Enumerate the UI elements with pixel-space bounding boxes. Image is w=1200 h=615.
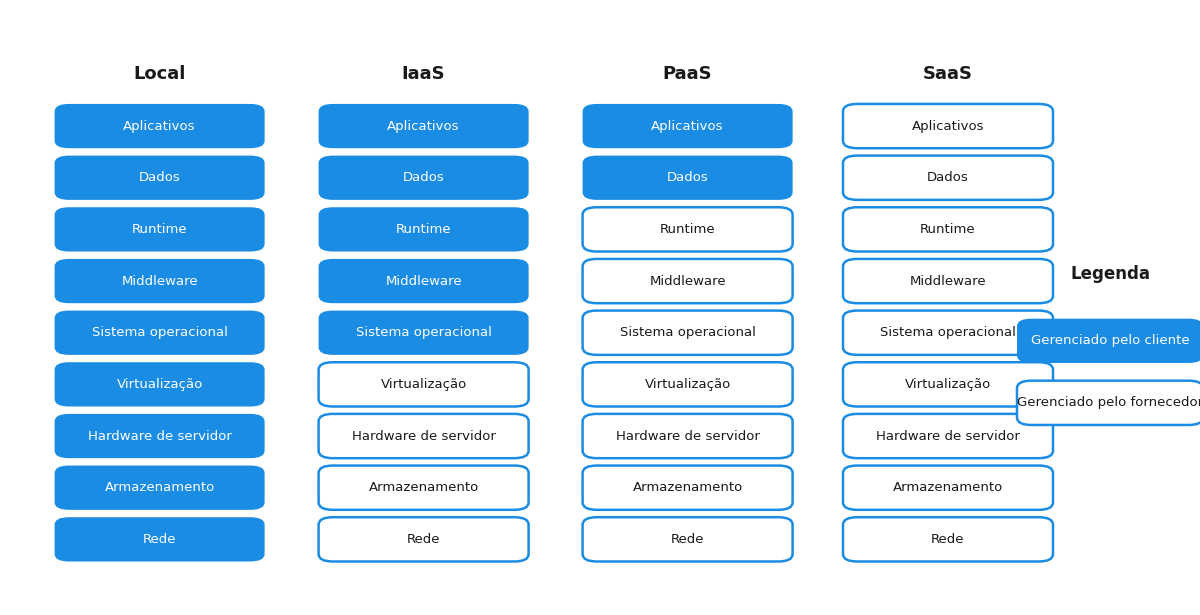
Text: Aplicativos: Aplicativos — [124, 119, 196, 133]
FancyBboxPatch shape — [55, 466, 265, 510]
FancyBboxPatch shape — [842, 259, 1054, 303]
Text: Rede: Rede — [671, 533, 704, 546]
Text: Gerenciado pelo fornecedor: Gerenciado pelo fornecedor — [1016, 396, 1200, 410]
FancyBboxPatch shape — [55, 207, 265, 252]
Text: Legenda: Legenda — [1070, 264, 1150, 283]
FancyBboxPatch shape — [582, 311, 792, 355]
Text: Hardware de servidor: Hardware de servidor — [352, 429, 496, 443]
Text: Dados: Dados — [667, 171, 708, 184]
FancyBboxPatch shape — [582, 466, 792, 510]
FancyBboxPatch shape — [55, 362, 265, 407]
Text: Rede: Rede — [931, 533, 965, 546]
Text: IaaS: IaaS — [402, 65, 445, 83]
Text: Virtualização: Virtualização — [116, 378, 203, 391]
FancyBboxPatch shape — [319, 517, 528, 561]
Text: Virtualização: Virtualização — [380, 378, 467, 391]
FancyBboxPatch shape — [582, 362, 792, 407]
Text: Dados: Dados — [928, 171, 968, 184]
FancyBboxPatch shape — [1018, 319, 1200, 363]
Text: Aplicativos: Aplicativos — [388, 119, 460, 133]
FancyBboxPatch shape — [842, 466, 1054, 510]
FancyBboxPatch shape — [842, 104, 1054, 148]
Text: Middleware: Middleware — [910, 274, 986, 288]
Text: Dados: Dados — [403, 171, 444, 184]
Text: Virtualização: Virtualização — [644, 378, 731, 391]
FancyBboxPatch shape — [319, 311, 528, 355]
Text: Middleware: Middleware — [121, 274, 198, 288]
Text: Runtime: Runtime — [132, 223, 187, 236]
FancyBboxPatch shape — [55, 104, 265, 148]
FancyBboxPatch shape — [582, 517, 792, 561]
Text: Armazenamento: Armazenamento — [893, 481, 1003, 494]
Text: PaaS: PaaS — [662, 65, 713, 83]
FancyBboxPatch shape — [582, 207, 792, 252]
Text: Sistema operacional: Sistema operacional — [619, 326, 756, 339]
Text: Middleware: Middleware — [649, 274, 726, 288]
Text: Armazenamento: Armazenamento — [104, 481, 215, 494]
FancyBboxPatch shape — [55, 517, 265, 561]
Text: Local: Local — [133, 65, 186, 83]
Text: Runtime: Runtime — [396, 223, 451, 236]
FancyBboxPatch shape — [55, 259, 265, 303]
FancyBboxPatch shape — [842, 207, 1054, 252]
FancyBboxPatch shape — [842, 414, 1054, 458]
FancyBboxPatch shape — [319, 156, 528, 200]
Text: Aplicativos: Aplicativos — [912, 119, 984, 133]
FancyBboxPatch shape — [319, 414, 528, 458]
Text: Sistema operacional: Sistema operacional — [91, 326, 228, 339]
FancyBboxPatch shape — [319, 207, 528, 252]
Text: Sistema operacional: Sistema operacional — [355, 326, 492, 339]
FancyBboxPatch shape — [582, 414, 792, 458]
Text: Rede: Rede — [143, 533, 176, 546]
FancyBboxPatch shape — [55, 156, 265, 200]
Text: Runtime: Runtime — [920, 223, 976, 236]
FancyBboxPatch shape — [582, 259, 792, 303]
Text: Dados: Dados — [139, 171, 180, 184]
FancyBboxPatch shape — [842, 517, 1054, 561]
Text: Hardware de servidor: Hardware de servidor — [876, 429, 1020, 443]
Text: Sistema operacional: Sistema operacional — [880, 326, 1016, 339]
Text: Virtualização: Virtualização — [905, 378, 991, 391]
FancyBboxPatch shape — [582, 104, 792, 148]
Text: SaaS: SaaS — [923, 65, 973, 83]
Text: Hardware de servidor: Hardware de servidor — [616, 429, 760, 443]
FancyBboxPatch shape — [582, 156, 792, 200]
FancyBboxPatch shape — [319, 466, 528, 510]
FancyBboxPatch shape — [319, 104, 528, 148]
FancyBboxPatch shape — [842, 311, 1054, 355]
Text: Aplicativos: Aplicativos — [652, 119, 724, 133]
Text: Runtime: Runtime — [660, 223, 715, 236]
FancyBboxPatch shape — [1018, 381, 1200, 425]
FancyBboxPatch shape — [842, 156, 1054, 200]
Text: Armazenamento: Armazenamento — [632, 481, 743, 494]
Text: Middleware: Middleware — [385, 274, 462, 288]
Text: Hardware de servidor: Hardware de servidor — [88, 429, 232, 443]
FancyBboxPatch shape — [319, 362, 528, 407]
FancyBboxPatch shape — [55, 311, 265, 355]
Text: Gerenciado pelo cliente: Gerenciado pelo cliente — [1031, 335, 1189, 347]
Text: Armazenamento: Armazenamento — [368, 481, 479, 494]
Text: Rede: Rede — [407, 533, 440, 546]
FancyBboxPatch shape — [55, 414, 265, 458]
FancyBboxPatch shape — [319, 259, 528, 303]
FancyBboxPatch shape — [842, 362, 1054, 407]
